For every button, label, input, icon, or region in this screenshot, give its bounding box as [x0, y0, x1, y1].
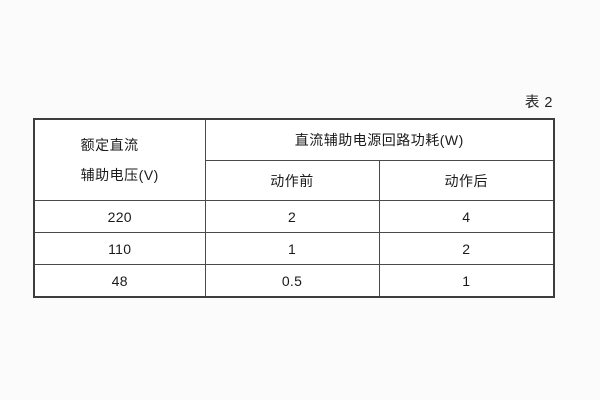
- header-cell-rated-voltage: 额定直流 辅助电压(V): [33, 118, 206, 201]
- header-cell-power-consumption-group: 直流辅助电源回路功耗(W): [204, 118, 555, 161]
- table-row: 110 1 2: [33, 232, 555, 265]
- header-cell-after-action: 动作后: [378, 160, 555, 201]
- header-line-aux-voltage: 辅助电压(V): [80, 167, 159, 183]
- cell-voltage: 48: [33, 264, 206, 298]
- table-header-row-2: 动作前 动作后: [34, 160, 555, 201]
- table-caption: 表 2: [524, 95, 553, 111]
- table-row: 220 2 4: [33, 200, 555, 233]
- cell-power-after: 1: [378, 264, 555, 298]
- cell-power-after: 4: [378, 200, 555, 233]
- table-row: 48 0.5 1: [33, 264, 555, 298]
- header-cell-before-action: 动作前: [204, 160, 380, 201]
- header-stack: 额定直流 辅助电压(V): [81, 130, 159, 190]
- cell-power-after: 2: [378, 232, 555, 265]
- cell-power-before: 1: [204, 232, 380, 265]
- cell-voltage: 110: [33, 232, 206, 265]
- cell-power-before: 2: [204, 200, 380, 233]
- table-header-row-1: 额定直流 辅助电压(V) 直流辅助电源回路功耗(W): [33, 118, 555, 201]
- cell-voltage: 220: [33, 200, 206, 233]
- table-container: 额定直流 辅助电压(V) 直流辅助电源回路功耗(W) 动作前 动作后 220 2…: [33, 118, 556, 298]
- spec-table: 额定直流 辅助电压(V) 直流辅助电源回路功耗(W) 动作前 动作后 220 2…: [33, 118, 556, 298]
- cell-power-before: 0.5: [204, 264, 380, 298]
- header-line-rated-dc: 额定直流: [80, 137, 139, 153]
